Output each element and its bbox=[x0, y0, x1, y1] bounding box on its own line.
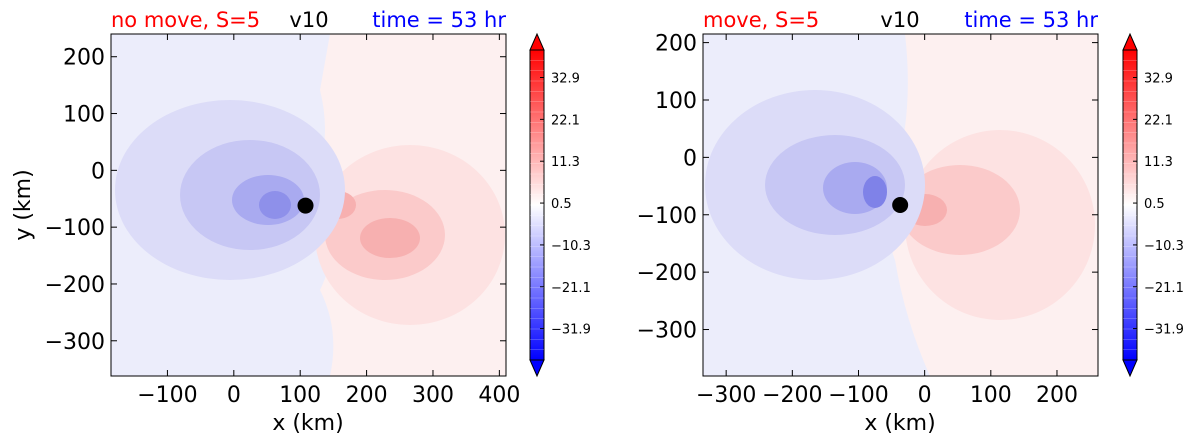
colorbar-ticks: 32.9 22.1 11.3 0.5 −10.3 −21.1 −31.9 bbox=[1123, 60, 1184, 350]
y-tick-label: −100 bbox=[45, 216, 105, 241]
title-left-move: move, S=5 bbox=[703, 8, 819, 32]
y-tick-label: 200 bbox=[63, 46, 105, 71]
colorbar-move: 32.9 22.1 11.3 0.5 −10.3 −21.1 −31.9 bbox=[1122, 32, 1184, 378]
colorbar-tick-label: 11.3 bbox=[551, 155, 580, 170]
title-center-variable: v10 bbox=[289, 8, 328, 32]
y-tick-label: 0 bbox=[683, 146, 697, 171]
panel-move: move, S=5 v10 time = 53 hr −300 −200 −100 0… bbox=[637, 8, 1184, 436]
colorbar-tick-label: 32.9 bbox=[1144, 72, 1173, 87]
colorbar-tick-label: −31.9 bbox=[1144, 323, 1184, 338]
colorbar-no-move: 32.9 22.1 11.3 0.5 −10.3 −21.1 −31.9 bbox=[529, 32, 591, 378]
x-tick-label: 400 bbox=[478, 383, 520, 408]
y-tick-label: −200 bbox=[45, 273, 105, 298]
title-right-time: time = 53 hr bbox=[372, 8, 506, 32]
axis-ticks-no-move: −100 0 100 200 300 400 200 100 0 −100 −200 −300 bbox=[45, 34, 520, 408]
colorbar-extend-top bbox=[1122, 32, 1138, 51]
colorbar-tick-label: −21.1 bbox=[551, 281, 591, 296]
title-left-no-move: no move, S=5 bbox=[111, 8, 260, 32]
x-tick-label: −300 bbox=[696, 383, 756, 408]
title-center-variable: v10 bbox=[880, 8, 919, 32]
positive-contour-3 bbox=[360, 218, 420, 258]
colorbar-tick-label: 0.5 bbox=[551, 197, 572, 212]
plot-frame bbox=[110, 33, 507, 377]
y-tick-label: −100 bbox=[637, 204, 697, 229]
positive-contour-2 bbox=[900, 165, 1020, 255]
x-tick-label: 0 bbox=[918, 383, 932, 408]
contour-field-no-move bbox=[111, 34, 506, 376]
colorbar-tick-label: 22.1 bbox=[1144, 113, 1173, 128]
center-marker bbox=[892, 197, 909, 213]
panel-no-move: no move, S=5 v10 time = 53 hr −100 0 100 20… bbox=[11, 8, 591, 436]
colorbar-tick-label: 11.3 bbox=[1144, 155, 1173, 170]
colorbar-extend-bottom bbox=[529, 359, 545, 378]
y-tick-label: −300 bbox=[637, 319, 697, 344]
y-tick-label: −300 bbox=[45, 330, 105, 355]
y-tick-label: −200 bbox=[637, 261, 697, 286]
y-tick-label: 100 bbox=[655, 89, 697, 114]
colorbar-tick-label: 0.5 bbox=[1144, 197, 1165, 212]
colorbar-tick-label: 22.1 bbox=[551, 113, 580, 128]
colorbar-extend-bottom bbox=[1122, 359, 1138, 378]
colorbar-tick-label: −21.1 bbox=[1144, 281, 1184, 296]
y-tick-label: 100 bbox=[63, 103, 105, 128]
y-tick-label: 0 bbox=[91, 159, 105, 184]
colorbar-ticks: 32.9 22.1 11.3 0.5 −10.3 −21.1 −31.9 bbox=[530, 60, 591, 350]
y-axis-label: y (km) bbox=[11, 169, 36, 240]
x-tick-label: 100 bbox=[970, 383, 1012, 408]
plot-frame bbox=[702, 33, 1099, 377]
colorbar-tick-label: 32.9 bbox=[551, 72, 580, 87]
x-tick-label: 0 bbox=[227, 383, 241, 408]
x-tick-label: −200 bbox=[762, 383, 822, 408]
title-right-time: time = 53 hr bbox=[964, 8, 1098, 32]
x-tick-label: 200 bbox=[1036, 383, 1078, 408]
x-axis-label: x (km) bbox=[272, 411, 343, 436]
x-tick-label: −100 bbox=[828, 383, 888, 408]
x-tick-label: 300 bbox=[412, 383, 454, 408]
negative-contour-4 bbox=[259, 191, 291, 219]
x-axis-label: x (km) bbox=[864, 411, 935, 436]
x-tick-label: 200 bbox=[346, 383, 388, 408]
center-marker bbox=[297, 197, 314, 214]
colorbar-extend-top bbox=[529, 32, 545, 51]
contour-field-move bbox=[703, 34, 1098, 376]
x-tick-label: −100 bbox=[137, 383, 197, 408]
colorbar-tick-label: −31.9 bbox=[551, 323, 591, 338]
y-tick-label: 200 bbox=[655, 32, 697, 57]
negative-contour-4 bbox=[863, 176, 887, 208]
x-tick-label: 100 bbox=[279, 383, 321, 408]
colorbar-tick-label: −10.3 bbox=[1144, 239, 1184, 254]
colorbar-tick-label: −10.3 bbox=[551, 239, 591, 254]
